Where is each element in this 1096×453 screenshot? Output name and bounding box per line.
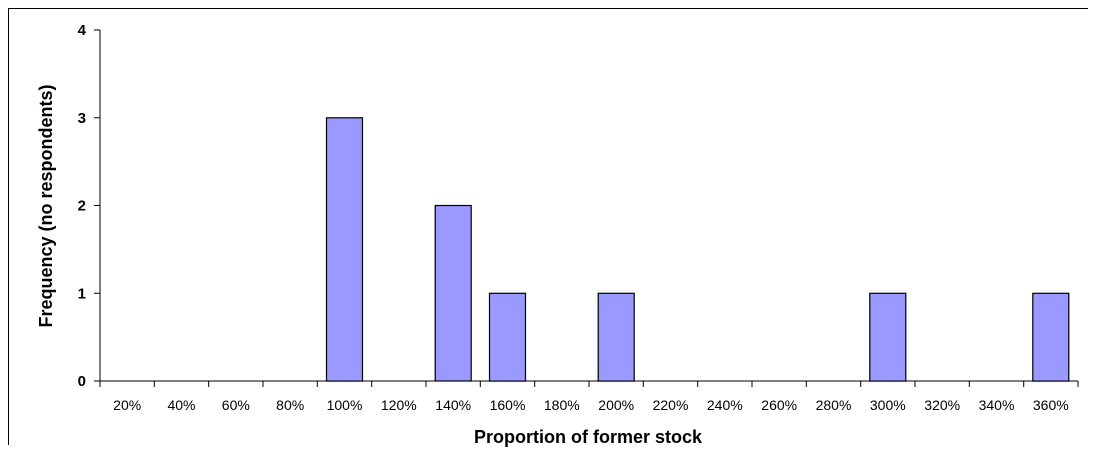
y-tick-label-2: 2	[78, 198, 86, 215]
bar-100pct	[325, 117, 364, 382]
bar-160pct	[488, 292, 527, 382]
x-tick-label-240pct: 240%	[707, 397, 743, 413]
x-tick-label-160pct: 160%	[490, 397, 526, 413]
x-tick-label-80pct: 80%	[276, 397, 304, 413]
y-tick-label-0: 0	[78, 373, 86, 390]
x-tick-label-360pct: 360%	[1033, 397, 1069, 413]
x-tick-label-220pct: 220%	[653, 397, 689, 413]
bar-360pct	[1032, 292, 1070, 382]
x-tick-label-180pct: 180%	[544, 397, 580, 413]
x-tick-label-20pct: 20%	[113, 397, 141, 413]
x-tick-label-100pct: 100%	[327, 397, 363, 413]
x-tick-label-340pct: 340%	[979, 397, 1015, 413]
y-tick-label-3: 3	[78, 110, 86, 127]
x-tick-label-200pct: 200%	[598, 397, 634, 413]
bar-140pct	[434, 204, 472, 382]
x-tick-label-60pct: 60%	[222, 397, 250, 413]
x-tick-label-140pct: 140%	[435, 397, 471, 413]
y-tick-label-1: 1	[78, 285, 86, 302]
x-tick-label-300pct: 300%	[870, 397, 906, 413]
x-tick-label-320pct: 320%	[924, 397, 960, 413]
bar-300pct	[869, 292, 907, 382]
plot-area: 0 1 2 3 4 20% 40% 60% 80% 100% 120% 140% 160% 180% 200…	[78, 22, 1079, 413]
y-axis-title: Frequency (no respondents)	[36, 84, 56, 327]
x-axis-title: Proportion of former stock	[474, 427, 703, 447]
x-tick-label-280pct: 280%	[816, 397, 852, 413]
x-tick-label-40pct: 40%	[167, 397, 195, 413]
x-tick-label-120pct: 120%	[381, 397, 417, 413]
x-tick-label-260pct: 260%	[761, 397, 797, 413]
chart-frame	[8, 8, 1088, 445]
bar-200pct	[597, 292, 635, 382]
y-tick-label-4: 4	[78, 22, 87, 39]
